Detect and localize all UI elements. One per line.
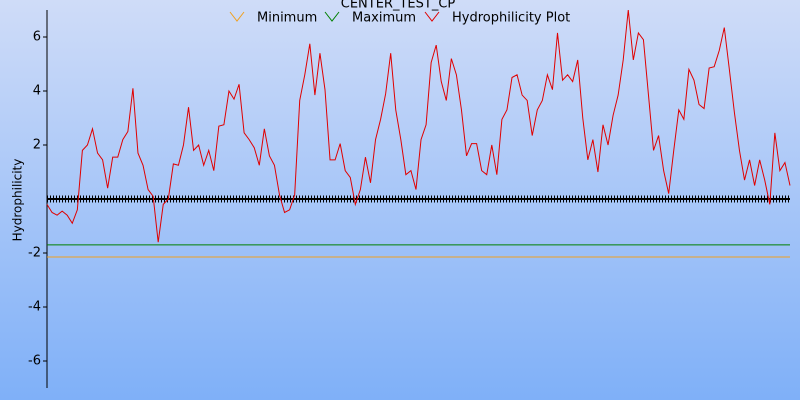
y-axis-label: Hydrophilicity (11, 159, 25, 242)
legend-label: Hydrophilicity Plot (452, 11, 570, 26)
legend-label: Minimum (257, 11, 317, 26)
legend-icon (229, 11, 245, 22)
legend-label: Maximum (352, 11, 416, 26)
y-tick-label: 4 (33, 84, 41, 99)
y-tick-label: -6 (28, 354, 41, 369)
y-tick-label: -2 (28, 246, 41, 261)
legend-icon (324, 11, 340, 22)
chart-title: CENTER_TEST_CP (341, 0, 456, 12)
legend-icon (424, 11, 440, 22)
data-line (46, 9, 791, 243)
y-tick-label: -4 (28, 300, 41, 315)
y-tick-label: 6 (33, 30, 41, 45)
y-tick-label: 2 (33, 138, 41, 153)
